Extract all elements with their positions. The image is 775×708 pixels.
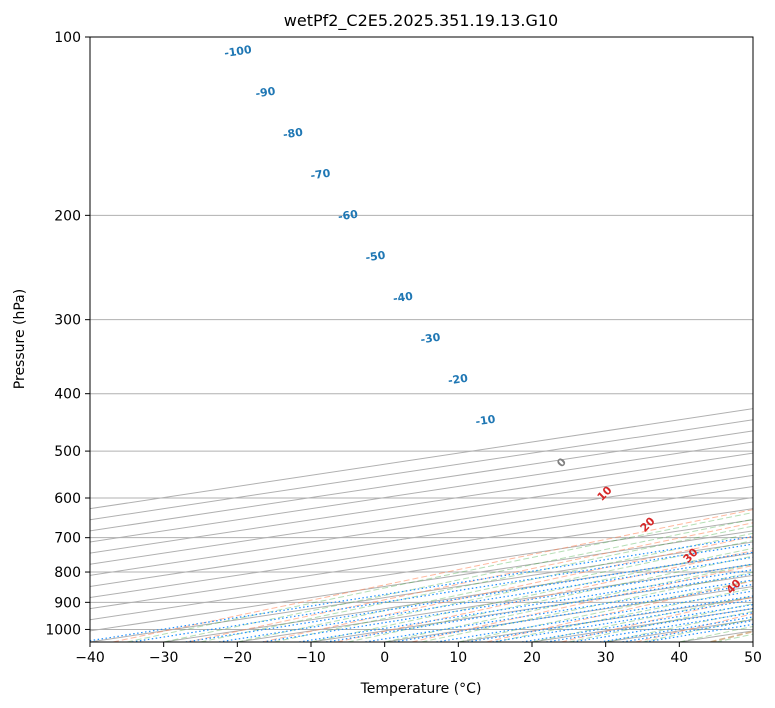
dry-adiabat-line — [112, 509, 753, 642]
x-tick-label: 20 — [523, 650, 541, 666]
x-tick-label: −30 — [149, 650, 179, 666]
x-tick-label: 50 — [744, 650, 762, 666]
x-tick-label: −10 — [296, 650, 326, 666]
x-tick-label: 40 — [670, 650, 688, 666]
isotherm-gridline — [90, 463, 753, 565]
dry-adiabat-line — [411, 564, 753, 642]
y-tick-label: 1000 — [45, 622, 81, 638]
y-tick-label: 800 — [54, 565, 81, 581]
line-labels-layer: -100-90-80-70-60-50-40-30-20-100.10.20.4… — [223, 43, 744, 597]
y-tick-label: 400 — [54, 387, 81, 403]
isotherm-label: -80 — [282, 126, 304, 142]
moist-adiabat-line — [384, 563, 753, 642]
isotherm-label: -100 — [223, 43, 253, 60]
y-axis-label: Pressure (hPa) — [12, 289, 28, 389]
mixing-ratio-line — [394, 583, 753, 642]
mixing-ratio-line — [299, 569, 753, 642]
x-tick-label: 10 — [449, 650, 467, 666]
moist-adiabat-line — [347, 555, 753, 642]
isotherm-label: -50 — [365, 249, 387, 265]
dry-adiabat-line — [187, 522, 753, 642]
y-tick-label: 500 — [54, 444, 81, 460]
isotherm-label: -40 — [392, 290, 414, 306]
isotherm-label: -70 — [310, 167, 332, 183]
moist-adiabat-line — [274, 540, 753, 642]
dry-adiabat-line — [336, 550, 753, 642]
y-tick-label: 200 — [54, 208, 81, 224]
guide-lines-layer — [90, 509, 753, 642]
isotherm-gridline — [90, 474, 753, 576]
isotherm-gridline — [90, 519, 753, 621]
x-axis-label: Temperature (°C) — [360, 681, 482, 697]
moist-adiabat-line — [237, 532, 753, 642]
x-tick-label: −20 — [223, 650, 253, 666]
plot-frame — [89, 36, 754, 643]
x-tick-label: −40 — [75, 650, 105, 666]
moist-adiabat-line — [163, 518, 753, 642]
isotherm-label: -60 — [337, 208, 359, 224]
mixing-ratio-line — [185, 551, 753, 642]
isotherm-gridline — [90, 497, 753, 599]
x-tick-label: 0 — [380, 650, 389, 666]
isotherm-label: -90 — [255, 85, 277, 101]
dry-adiabat-line — [561, 596, 753, 642]
y-tick-label: 100 — [54, 30, 81, 46]
isotherm-gridline — [90, 508, 753, 610]
mixing-ratio-line — [326, 573, 753, 642]
axes-layer: −40 −30 −20 −10 0 10 20 30 40 50 100 200 300 400 500 60… — [45, 30, 762, 666]
y-tick-label: 900 — [54, 595, 81, 611]
isotherm-gridline — [90, 530, 753, 632]
moist-adiabat-line — [200, 525, 753, 642]
moist-adiabat-line — [310, 547, 753, 642]
y-tick-label: 300 — [54, 313, 81, 329]
isotherm-gridline — [90, 452, 753, 554]
isotherm-label: -30 — [420, 331, 442, 347]
isotherm-label: -10 — [475, 413, 497, 429]
y-tick-label: 700 — [54, 531, 81, 547]
isotherm-gridline — [90, 441, 753, 543]
isotherm-label: -20 — [447, 372, 469, 388]
isotherm-gridline — [90, 485, 753, 587]
x-tick-label: 30 — [597, 650, 615, 666]
grid-layer — [90, 37, 753, 642]
mixing-ratio-line — [365, 579, 753, 642]
chart-title: wetPf2_C2E5.2025.351.19.13.G10 — [284, 11, 558, 31]
y-tick-label: 600 — [54, 491, 81, 507]
